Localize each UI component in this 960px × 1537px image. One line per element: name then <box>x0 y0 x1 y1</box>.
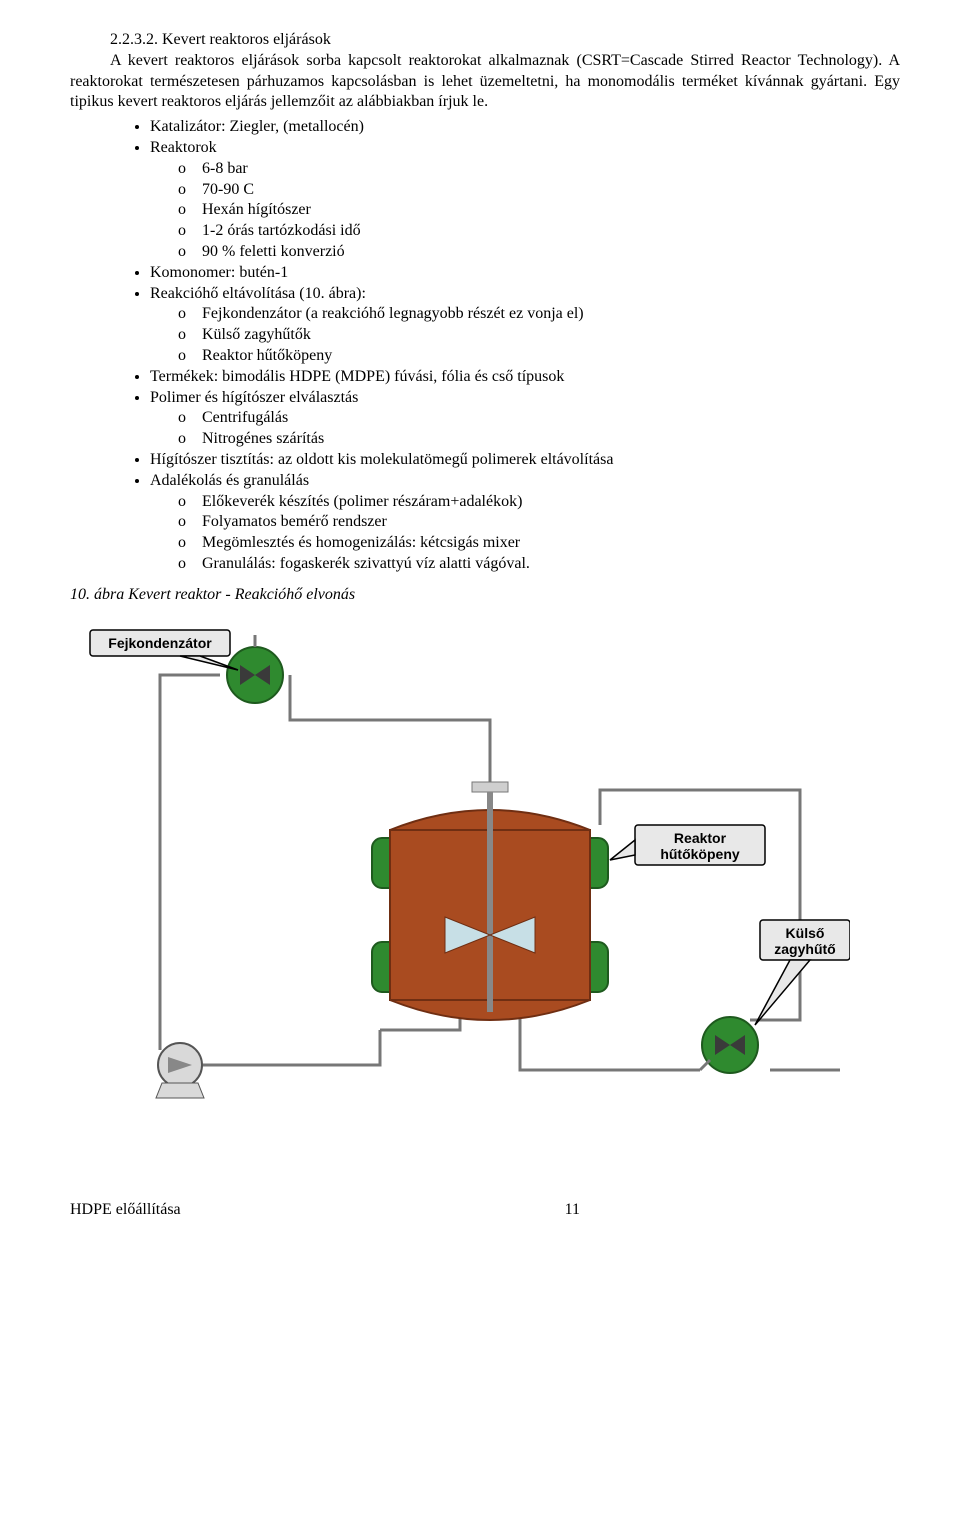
list-item-label: Reakcióhő eltávolítása (10. ábra): <box>150 285 366 302</box>
sub-list: Fejkondenzátor (a reakcióhő legnagyobb r… <box>150 304 900 366</box>
section-number: 2.2.3.2. <box>110 31 158 48</box>
footer-doc-title: HDPE előállítása <box>70 1201 181 1218</box>
figure-caption: 10. ábra Kevert reaktor - Reakcióhő elvo… <box>70 585 900 606</box>
list-item-label: Termékek: bimodális HDPE (MDPE) fúvási, … <box>150 368 564 385</box>
list-item: Hígítószer tisztítás: az oldott kis mole… <box>150 450 900 471</box>
footer-page-number: 11 <box>565 1200 580 1221</box>
sub-list-item: Fejkondenzátor (a reakcióhő legnagyobb r… <box>178 304 900 325</box>
list-item: Reakcióhő eltávolítása (10. ábra): Fejkon… <box>150 284 900 367</box>
list-item: Katalizátor: Ziegler, (metallocén) <box>150 117 900 138</box>
sub-list: 6-8 bar70-90 CHexán hígítószer1-2 órás t… <box>150 159 900 263</box>
list-item-label: Hígítószer tisztítás: az oldott kis mole… <box>150 451 613 468</box>
sub-list-item: Granulálás: fogaskerék szivattyú víz ala… <box>178 554 900 575</box>
list-item: Reaktorok 6-8 bar70-90 CHexán hígítószer1… <box>150 138 900 263</box>
list-item: Komonomer: butén-1 <box>150 263 900 284</box>
sub-list-item: 6-8 bar <box>178 159 900 180</box>
svg-text:hűtőköpeny: hűtőköpeny <box>660 846 740 862</box>
sub-list: CentrifugálásNitrogénes szárítás <box>150 408 900 450</box>
sub-list-item: Megömlesztés és homogenizálás: kétcsigás… <box>178 533 900 554</box>
list-item: Adalékolás és granulálás Előkeverék készí… <box>150 471 900 575</box>
reactor-diagram: Fejkondenzátor Reaktorhűtőköpeny Külsőzagy… <box>70 620 900 1120</box>
list-item: Termékek: bimodális HDPE (MDPE) fúvási, … <box>150 367 900 388</box>
section-title: Kevert reaktoros eljárások <box>162 31 331 48</box>
svg-text:Külső: Külső <box>786 925 825 941</box>
svg-text:Fejkondenzátor: Fejkondenzátor <box>108 635 212 651</box>
sub-list-item: 1-2 órás tartózkodási idő <box>178 221 900 242</box>
svg-text:zagyhűtő: zagyhűtő <box>774 941 835 957</box>
sub-list-item: Külső zagyhűtők <box>178 325 900 346</box>
bullet-list: Katalizátor: Ziegler, (metallocén) Reakto… <box>70 117 900 575</box>
sub-list-item: 90 % feletti konverzió <box>178 242 900 263</box>
paragraph-intro: A kevert reaktoros eljárások sorba kapcs… <box>70 51 900 113</box>
list-item-label: Adalékolás és granulálás <box>150 472 309 489</box>
list-item-label: Katalizátor: Ziegler, (metallocén) <box>150 118 364 135</box>
sub-list-item: Nitrogénes szárítás <box>178 429 900 450</box>
svg-text:Reaktor: Reaktor <box>674 830 727 846</box>
page-footer: HDPE előállítása 11 <box>70 1200 900 1221</box>
sub-list-item: 70-90 C <box>178 180 900 201</box>
list-item: Polimer és hígítószer elválasztás Centrif… <box>150 388 900 450</box>
list-item-label: Komonomer: butén-1 <box>150 264 288 281</box>
list-item-label: Reaktorok <box>150 139 217 156</box>
sub-list: Előkeverék készítés (polimer részáram+ad… <box>150 492 900 575</box>
sub-list-item: Centrifugálás <box>178 408 900 429</box>
list-item-label: Polimer és hígítószer elválasztás <box>150 389 358 406</box>
sub-list-item: Reaktor hűtőköpeny <box>178 346 900 367</box>
sub-list-item: Hexán hígítószer <box>178 200 900 221</box>
sub-list-item: Előkeverék készítés (polimer részáram+ad… <box>178 492 900 513</box>
section-heading: 2.2.3.2. Kevert reaktoros eljárások <box>70 30 900 51</box>
sub-list-item: Folyamatos bemérő rendszer <box>178 512 900 533</box>
